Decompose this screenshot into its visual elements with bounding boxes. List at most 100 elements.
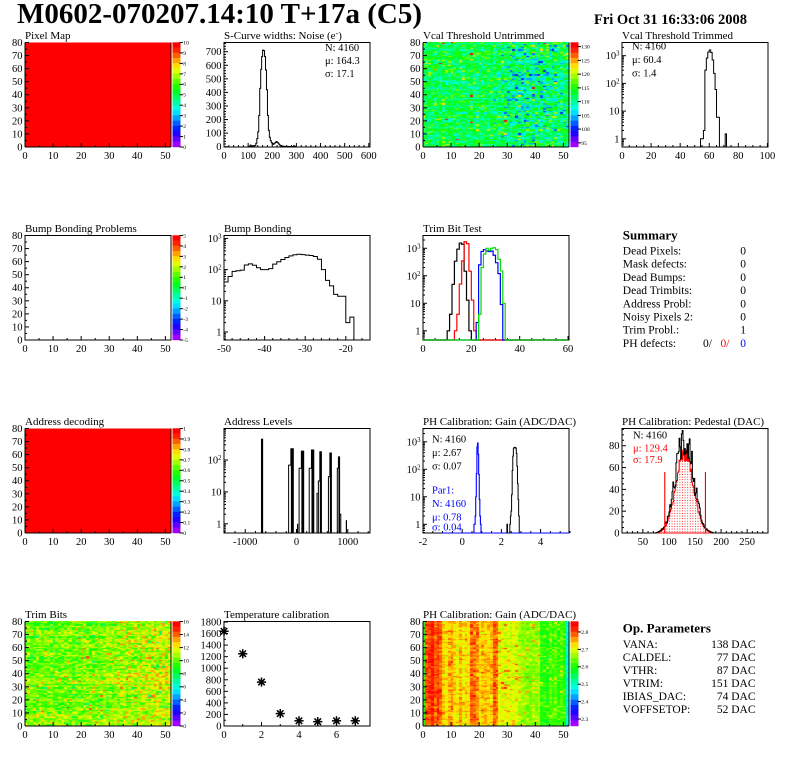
svg-text:77 DAC: 77 DAC xyxy=(717,652,756,664)
svg-text:PH Calibration: Gain (ADC/DAC): PH Calibration: Gain (ADC/DAC) xyxy=(423,416,576,428)
svg-text:-1: -1 xyxy=(183,296,188,302)
svg-text:80: 80 xyxy=(12,231,23,242)
svg-text:0: 0 xyxy=(420,151,425,162)
svg-text:20: 20 xyxy=(12,695,23,706)
svg-text:102: 102 xyxy=(407,464,422,476)
svg-text:1: 1 xyxy=(216,519,221,530)
svg-text:80: 80 xyxy=(733,151,744,162)
svg-text:300: 300 xyxy=(289,151,305,162)
svg-text:20: 20 xyxy=(609,507,620,518)
svg-text:0: 0 xyxy=(22,537,27,548)
svg-text:1: 1 xyxy=(415,326,420,337)
svg-text:2.7: 2.7 xyxy=(581,647,588,653)
svg-text:40: 40 xyxy=(132,730,143,741)
svg-text:-1000: -1000 xyxy=(233,537,258,548)
svg-text:0: 0 xyxy=(614,529,619,540)
svg-text:1400: 1400 xyxy=(201,641,222,652)
svg-text:0: 0 xyxy=(415,722,420,733)
svg-text:Trim Bit Test: Trim Bit Test xyxy=(423,223,482,235)
svg-text:9: 9 xyxy=(183,51,186,57)
svg-text:μ: 129.4: μ: 129.4 xyxy=(633,444,669,455)
svg-text:70: 70 xyxy=(410,51,421,62)
svg-text:0: 0 xyxy=(420,730,425,741)
svg-text:60: 60 xyxy=(12,450,23,461)
svg-text:-3: -3 xyxy=(183,317,188,323)
svg-text:PH defects:: PH defects: xyxy=(623,338,676,350)
svg-text:2.6: 2.6 xyxy=(581,665,588,671)
svg-text:103: 103 xyxy=(407,243,422,255)
svg-text:PH Calibration: Gain (ADC/DAC): PH Calibration: Gain (ADC/DAC) xyxy=(423,609,576,621)
svg-text:40: 40 xyxy=(609,485,620,496)
svg-text:500: 500 xyxy=(206,74,222,85)
svg-text:5: 5 xyxy=(183,93,186,99)
svg-text:60: 60 xyxy=(704,151,715,162)
svg-text:60: 60 xyxy=(609,463,620,474)
svg-text:-4: -4 xyxy=(183,327,188,333)
svg-text:-5: -5 xyxy=(183,338,188,344)
svg-text:20: 20 xyxy=(474,730,485,741)
svg-text:VANA:: VANA: xyxy=(623,639,658,651)
svg-text:40: 40 xyxy=(12,90,23,101)
svg-text:80: 80 xyxy=(410,38,421,49)
svg-text:σ: 1.4: σ: 1.4 xyxy=(632,69,657,80)
svg-text:10: 10 xyxy=(183,659,189,665)
svg-text:12: 12 xyxy=(183,646,189,652)
svg-text:10: 10 xyxy=(48,151,59,162)
svg-text:10: 10 xyxy=(48,537,59,548)
svg-text:μ: 164.3: μ: 164.3 xyxy=(325,56,360,67)
svg-text:8: 8 xyxy=(183,672,186,678)
svg-text:8: 8 xyxy=(183,61,186,67)
svg-text:M0602-070207.14:10 T+17a (C5): M0602-070207.14:10 T+17a (C5) xyxy=(17,0,422,30)
svg-text:2: 2 xyxy=(183,265,186,271)
svg-text:0: 0 xyxy=(17,529,22,540)
svg-text:-20: -20 xyxy=(339,344,353,355)
svg-text:6: 6 xyxy=(183,82,186,88)
svg-text:80: 80 xyxy=(609,441,620,452)
svg-text:30: 30 xyxy=(104,730,115,741)
svg-text:80: 80 xyxy=(12,38,23,49)
svg-text:Dead Pixels:: Dead Pixels: xyxy=(623,246,681,258)
svg-text:40: 40 xyxy=(132,537,143,548)
svg-text:200: 200 xyxy=(264,151,280,162)
svg-text:10: 10 xyxy=(183,40,189,46)
svg-text:0: 0 xyxy=(183,531,186,537)
svg-text:95: 95 xyxy=(581,141,587,147)
svg-text:50: 50 xyxy=(12,77,23,88)
svg-text:0: 0 xyxy=(294,537,299,548)
svg-text:300: 300 xyxy=(206,102,222,113)
svg-text:1: 1 xyxy=(183,426,186,432)
svg-text:400: 400 xyxy=(206,698,222,709)
svg-text:10: 10 xyxy=(12,129,23,140)
svg-text:10: 10 xyxy=(48,344,59,355)
svg-text:20: 20 xyxy=(646,151,657,162)
svg-text:102: 102 xyxy=(407,271,422,283)
svg-text:μ: 60.4: μ: 60.4 xyxy=(632,55,662,66)
svg-text:Vcal Threshold Trimmed: Vcal Threshold Trimmed xyxy=(622,30,734,42)
svg-text:10: 10 xyxy=(410,129,421,140)
svg-text:10: 10 xyxy=(446,151,457,162)
svg-text:3: 3 xyxy=(183,114,186,120)
svg-text:10: 10 xyxy=(609,107,620,118)
svg-text:Bump Bonding Problems: Bump Bonding Problems xyxy=(25,223,137,235)
svg-text:600: 600 xyxy=(361,151,377,162)
svg-text:1000: 1000 xyxy=(201,664,222,675)
svg-text:20: 20 xyxy=(12,502,23,513)
svg-text:50: 50 xyxy=(410,656,421,667)
svg-text:0.1: 0.1 xyxy=(183,520,190,526)
svg-text:0: 0 xyxy=(460,537,465,548)
svg-text:0: 0 xyxy=(183,286,186,292)
svg-text:100: 100 xyxy=(240,151,256,162)
svg-text:PH Calibration: Pedestal (DAC): PH Calibration: Pedestal (DAC) xyxy=(622,416,764,428)
svg-text:1: 1 xyxy=(415,520,420,531)
svg-text:Address Levels: Address Levels xyxy=(224,416,292,428)
svg-text:10: 10 xyxy=(12,708,23,719)
svg-text:0: 0 xyxy=(183,145,186,151)
svg-text:0: 0 xyxy=(740,338,746,350)
svg-text:20: 20 xyxy=(410,116,421,127)
svg-text:40: 40 xyxy=(410,669,421,680)
svg-text:Noisy Pixels 2:: Noisy Pixels 2: xyxy=(623,312,693,324)
svg-text:Address Probl:: Address Probl: xyxy=(623,298,692,310)
svg-text:115: 115 xyxy=(581,86,589,92)
svg-text:60: 60 xyxy=(410,64,421,75)
svg-text:30: 30 xyxy=(104,151,115,162)
